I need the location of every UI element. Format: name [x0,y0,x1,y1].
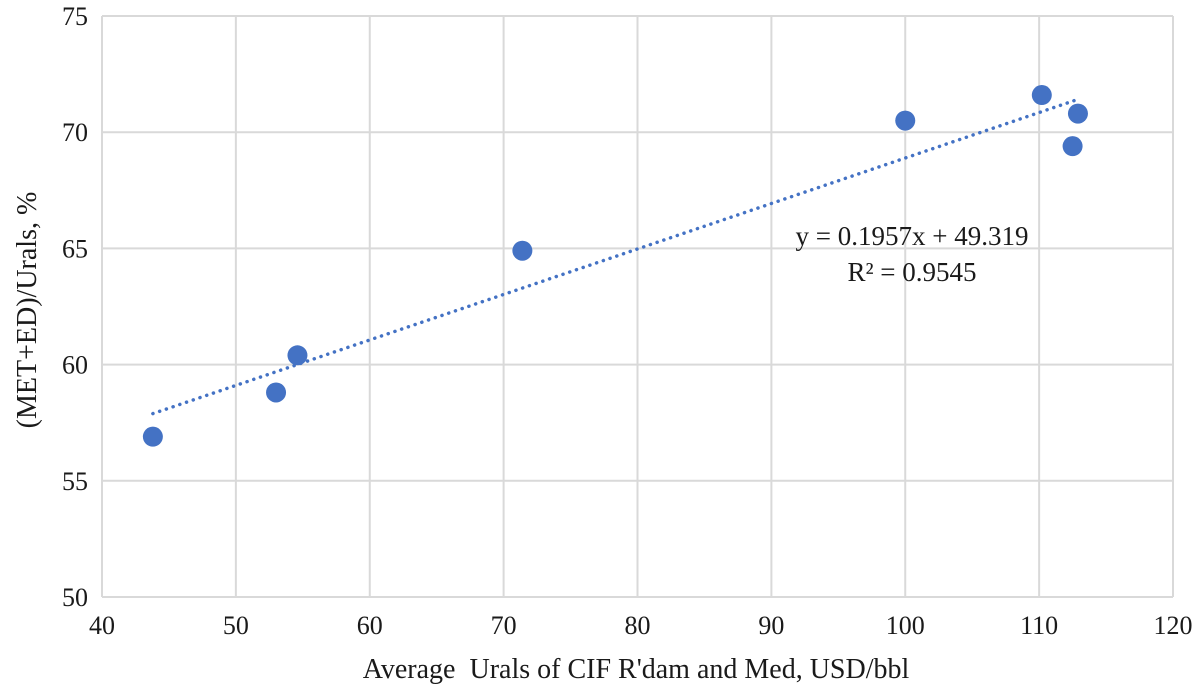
x-tick-label: 50 [223,611,249,640]
x-tick-label: 100 [886,611,925,640]
grid-layer [101,15,1174,598]
trendline-r2-label: R² = 0.9545 [847,257,976,287]
x-tick-label: 60 [357,611,383,640]
x-tick-label: 70 [491,611,517,640]
x-tick-label: 40 [89,611,115,640]
y-tick-label: 60 [62,351,88,380]
x-tick-label: 90 [758,611,784,640]
data-point [895,110,916,131]
data-point [1067,103,1088,124]
trendline-equation-label: y = 0.1957x + 49.319 [796,221,1029,251]
y-tick-label: 55 [62,467,88,496]
trendline [151,97,1080,416]
y-tick-label: 50 [62,583,88,612]
data-point [142,426,163,447]
x-tick-label: 80 [625,611,651,640]
x-axis-title: Average Urals of CIF R'dam and Med, USD/… [363,654,910,685]
data-points-layer [142,85,1088,447]
data-point [266,382,287,403]
data-point [512,240,533,261]
y-tick-label: 75 [62,2,88,31]
data-point [1031,85,1052,106]
trendline-layer [151,97,1080,416]
y-tick-label: 65 [62,234,88,263]
x-tick-label: 110 [1020,611,1058,640]
y-tick-label: 70 [62,118,88,147]
data-point [287,345,308,366]
data-point [1062,136,1083,157]
x-tick-label: 120 [1154,611,1193,640]
y-axis-title: (MET+ED)/Urals, % [12,192,43,429]
